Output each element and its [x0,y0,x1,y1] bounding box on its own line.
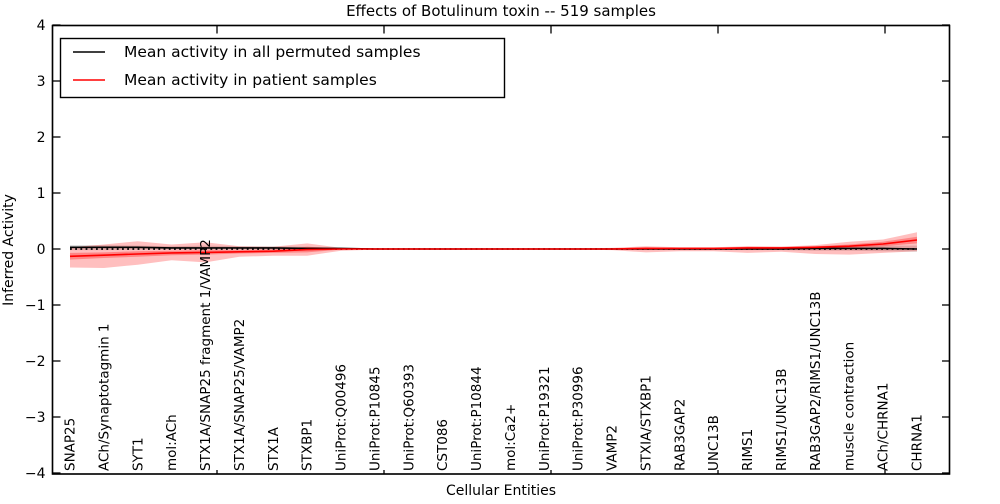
legend-label-permuted: Mean activity in all permuted samples [124,43,421,61]
y-tick-label: 4 [37,18,46,34]
x-category-label: ACh/Synaptotagmin 1 [96,323,112,471]
patient-confidence-band-outer [70,232,917,268]
axis-ticks [52,24,950,474]
x-category-label: CHRNA1 [910,414,926,471]
x-category-label: UniProt:Q60393 [401,364,417,471]
x-category-label: STXIA/STXBP1 [639,375,655,471]
x-category-label: RAB3GAP2/RIMS1/UNC13B [808,292,824,471]
x-category-label: VAMP2 [605,425,621,471]
plot-border [51,24,951,475]
x-category-label: UniProt:P19321 [537,366,553,471]
y-tick-label: 3 [37,74,46,90]
legend-box [59,37,506,99]
chart-title: Effects of Botulinum toxin -- 519 sample… [346,2,656,20]
x-category-label: mol:Ca2+ [503,404,519,471]
x-category-labels: SNAP25 ACh/Synaptotagmin 1 SYT1 mol:ACh STX1… [63,239,926,471]
x-category-label: UniProt:P10845 [367,366,383,471]
x-category-label: SNAP25 [63,418,79,471]
x-category-label: muscle contraction [842,342,858,471]
x-category-label: UniProt:Q00496 [334,364,350,471]
legend-label-patient: Mean activity in patient samples [124,71,377,89]
x-category-label: ACh/CHRNA1 [876,383,892,471]
x-axis-label: Cellular Entities [446,483,556,499]
x-category-label: RIMS1/UNC13B [774,368,790,471]
x-category-label: UniProt:P10844 [469,366,485,471]
legend: Mean activity in all permuted samples Me… [59,37,506,99]
y-tick-label: 1 [37,186,46,202]
patient-mean-line [69,239,918,258]
x-category-label: STX1A/SNAP25/VAMP2 [232,319,248,471]
y-tick-label: −1 [25,298,46,314]
y-tick-label: −2 [25,354,46,370]
y-tick-label: −4 [25,466,46,482]
x-category-label: UniProt:P30996 [571,366,587,471]
x-category-label: STX1A/SNAP25 fragment 1/VAMP2 [198,239,214,471]
x-category-label: CST086 [435,419,451,471]
y-axis-label: Inferred Activity [1,194,17,306]
x-category-label: RAB3GAP2 [672,399,688,471]
series-lines [69,239,918,258]
x-category-label: SYT1 [130,437,146,471]
x-category-label: RIMS1 [740,429,756,471]
x-category-label: mol:ACh [164,414,180,471]
y-tick-labels: 4 3 2 1 0 −1 −2 −3 −4 [25,18,46,482]
y-tick-label: 0 [37,242,46,258]
x-category-label: UNC13B [706,415,722,471]
y-tick-label: 2 [37,130,46,146]
x-category-label: STX1A [266,426,282,471]
x-category-label: STXBP1 [300,419,316,471]
y-tick-label: −3 [25,410,46,426]
